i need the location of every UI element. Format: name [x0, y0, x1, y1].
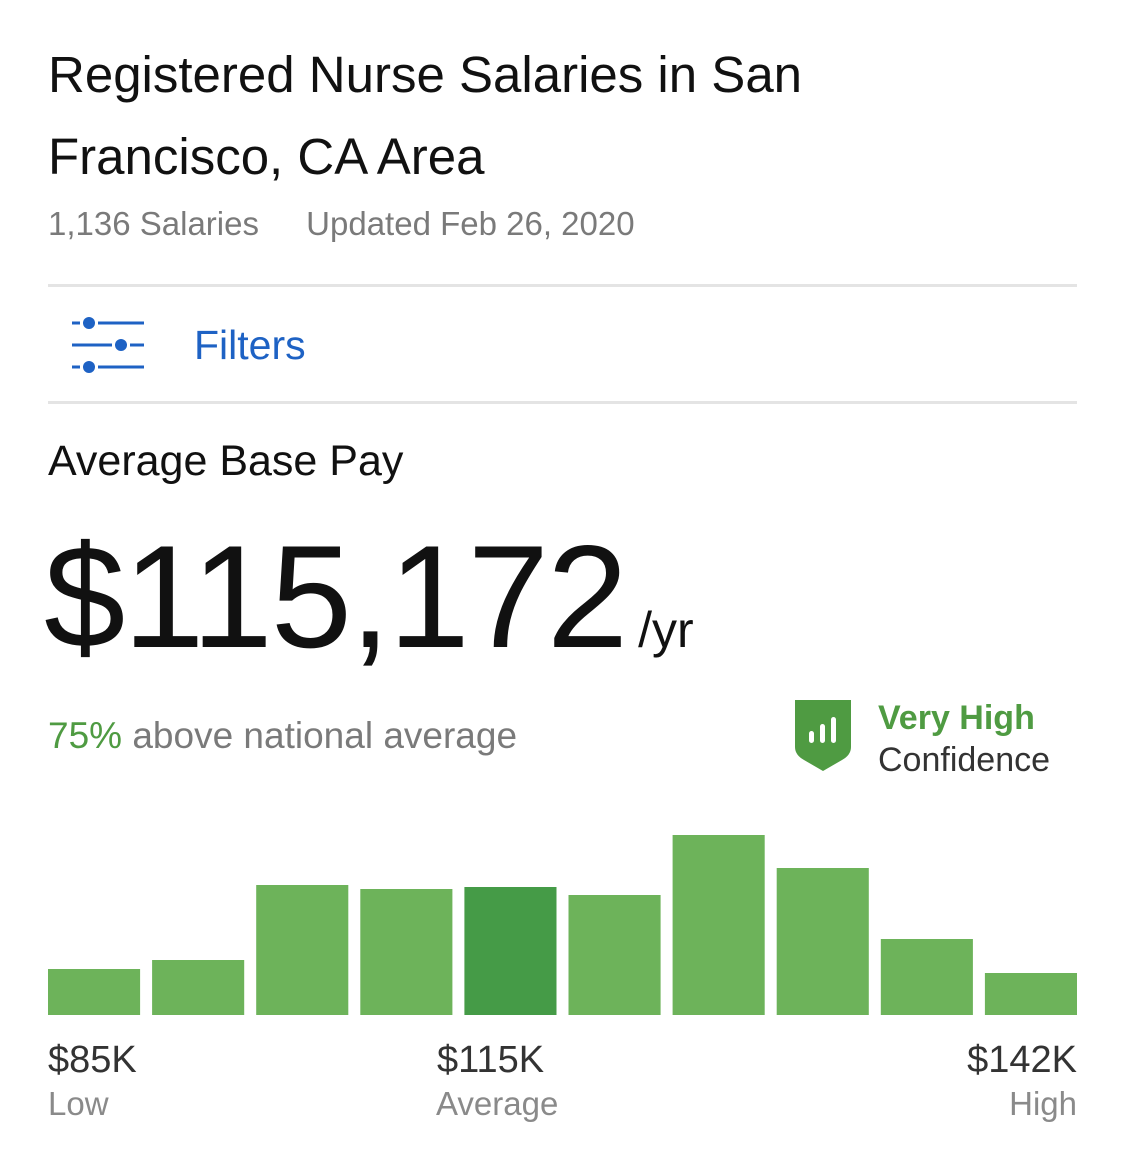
salary-histogram	[48, 835, 1077, 1015]
x-tick-high-label: High	[1009, 1085, 1077, 1122]
x-tick-high-value: $142K	[967, 1039, 1077, 1081]
pay-unit: /yr	[638, 602, 694, 658]
above-text: above national average	[132, 715, 518, 756]
page-title: Registered Nurse Salaries in San Francis…	[48, 34, 1048, 198]
histogram-bar	[672, 835, 765, 1015]
divider-bottom	[48, 401, 1077, 404]
histogram-bar-average	[464, 887, 557, 1015]
x-tick-average-label: Average	[436, 1085, 559, 1122]
x-tick-low-value: $85K	[48, 1039, 137, 1081]
filters-button[interactable]: Filters	[48, 290, 1077, 400]
average-base-pay-label: Average Base Pay	[48, 437, 404, 485]
x-tick-average-value: $115K	[437, 1039, 545, 1081]
confidence-badge: Very High Confidence	[792, 697, 1050, 781]
histogram-bar	[568, 895, 661, 1015]
title-line-2: Francisco, CA Area	[48, 128, 485, 185]
histogram-bar	[880, 939, 973, 1015]
above-percent: 75%	[48, 715, 123, 756]
histogram-bar	[256, 885, 349, 1015]
updated-date: Updated Feb 26, 2020	[306, 205, 635, 242]
salaries-count: 1,136 Salaries	[48, 205, 259, 242]
title-line-1: Registered Nurse Salaries in San	[48, 46, 803, 103]
pay-row: $115,172 /yr	[44, 512, 694, 682]
filters-label: Filters	[194, 321, 306, 368]
divider-top	[48, 284, 1077, 287]
x-tick-low-label: Low	[48, 1085, 109, 1122]
confidence-level: Very High	[878, 699, 1035, 737]
histogram-bar	[152, 960, 245, 1015]
shield-chart-icon	[795, 700, 851, 771]
national-comparison: 75% above national average	[48, 712, 517, 760]
histogram-bar	[984, 973, 1077, 1015]
histogram-bar	[360, 889, 453, 1015]
confidence-word: Confidence	[878, 741, 1051, 779]
meta-row: 1,136 Salaries Updated Feb 26, 2020	[48, 202, 635, 246]
histogram-bar	[48, 969, 141, 1015]
sliders-icon	[72, 317, 144, 373]
histogram-bar	[776, 868, 869, 1015]
pay-amount: $115,172	[44, 515, 628, 678]
